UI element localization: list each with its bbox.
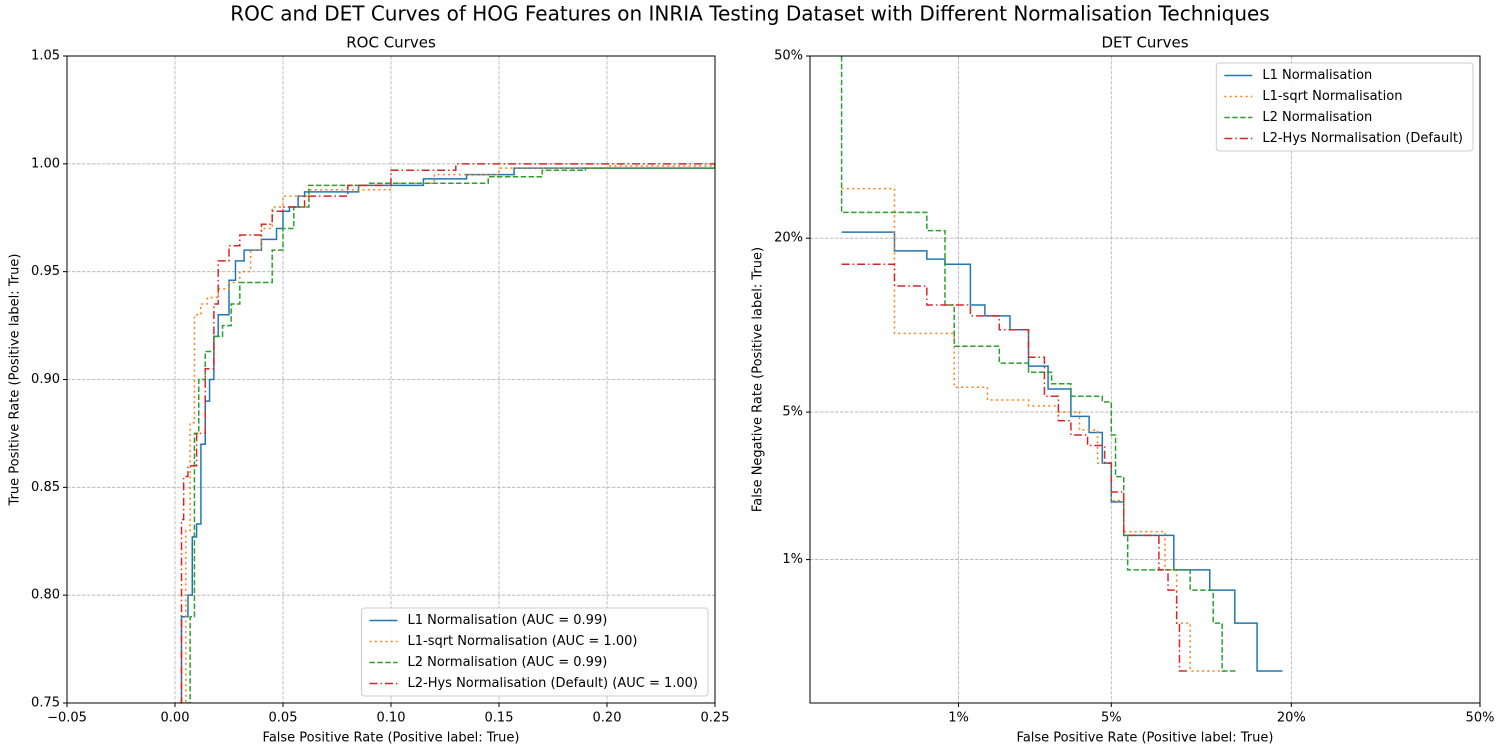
series-line (841, 231, 1283, 672)
axes: 1% 5% 20% 50% 1% 5% 20% 50% DET Curves False Posi… (751, 34, 1495, 746)
x-tick-label: 0.10 (377, 711, 406, 726)
y-tick-label: 1% (782, 552, 803, 567)
axes-frame (66, 55, 716, 704)
y-tick-label: 20% (774, 231, 803, 246)
y-axis-label: False Negative Rate (Positive label: Tru… (751, 247, 766, 512)
x-tick-label: 20% (1277, 711, 1306, 726)
legend-box (360, 607, 709, 697)
y-tick-label: 1.00 (31, 156, 60, 171)
y-tick-label: 0.75 (31, 696, 60, 711)
legend: L1 Normalisation (AUC = 0.99) L1-sqrt Nor… (360, 607, 709, 697)
axes-title: ROC Curves (346, 34, 436, 52)
y-tick-label: 0.85 (31, 480, 60, 495)
x-tick-label: 0.25 (701, 711, 730, 726)
legend-label: L1 Normalisation (AUC = 0.99) (407, 613, 607, 628)
legend-label: L2 Normalisation (1262, 110, 1372, 125)
x-tick-label: 0.15 (485, 711, 514, 726)
y-tick-label: 1.05 (31, 49, 60, 64)
series-line (185, 163, 715, 703)
x-tick-label: 0.05 (269, 711, 298, 726)
y-tick-label: 50% (774, 49, 803, 64)
y-tick-label: 0.80 (31, 588, 60, 603)
series-line (841, 263, 1188, 672)
legend-label: L1-sqrt Normalisation (1262, 89, 1402, 104)
x-tick-label: 50% (1466, 711, 1495, 726)
axes-frame (809, 55, 1481, 704)
x-tick-label: 1% (948, 711, 969, 726)
legend-label: L1-sqrt Normalisation (AUC = 1.00) (407, 634, 637, 649)
legend: L1 Normalisation L1-sqrt Normalisation L2 … (1215, 62, 1474, 152)
x-axis-label: False Positive Rate (Positive label: Tru… (263, 731, 520, 746)
legend-box (1215, 62, 1474, 152)
axes: −0.05 0.00 0.05 0.10 0.15 0.20 0.25 0.75 0.80 0.8… (8, 34, 730, 746)
legend-label: L2 Normalisation (AUC = 0.99) (407, 655, 607, 670)
x-tick-label: −0.05 (47, 711, 87, 726)
y-tick-label: 0.90 (31, 372, 60, 387)
axes-title: DET Curves (1101, 34, 1188, 52)
x-tick-label: 5% (1101, 711, 1122, 726)
legend-label: L2-Hys Normalisation (Default) (1262, 131, 1463, 146)
y-tick-label: 0.95 (31, 264, 60, 279)
legend-label: L1 Normalisation (1262, 68, 1372, 83)
y-tick-label: 5% (782, 405, 803, 420)
legend-label: L2-Hys Normalisation (Default) (AUC = 1.… (407, 676, 698, 691)
series-line (841, 187, 1228, 672)
x-tick-label: 0.20 (593, 711, 622, 726)
y-axis-label: True Positive Rate (Positive label: True… (8, 254, 23, 507)
series-line (840, 56, 1238, 672)
x-axis-label: False Positive Rate (Positive label: Tru… (1017, 731, 1274, 746)
figure-title: ROC and DET Curves of HOG Features on IN… (230, 2, 1269, 26)
x-tick-label: 0.00 (161, 711, 190, 726)
series-line (179, 163, 715, 703)
